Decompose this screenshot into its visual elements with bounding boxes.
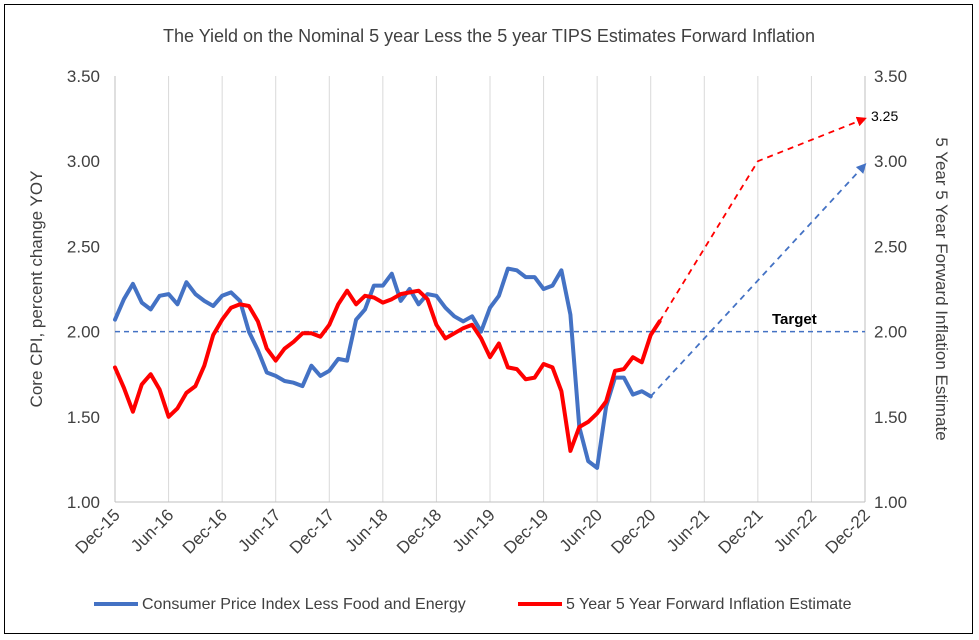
annotation-3-25: 3.25: [871, 108, 898, 124]
x-tick-dec-19: Dec-19: [500, 505, 552, 557]
x-tick-dec-22: Dec-22: [822, 505, 874, 557]
left-axis-title: Core CPI, percent change YOY: [27, 171, 46, 408]
x-tick-dec-20: Dec-20: [607, 505, 659, 557]
x-tick-jun-19: Jun-19: [449, 505, 499, 555]
right-axis-title: 5 Year 5 Year Forward Inflation Estimate: [932, 137, 951, 440]
series-layer: [115, 269, 660, 468]
x-tick-jun-22: Jun-22: [770, 505, 820, 555]
right-tick-2-00: 2.00: [874, 323, 907, 342]
series-line-5y5y: [115, 291, 660, 451]
x-tick-jun-20: Jun-20: [556, 505, 606, 555]
chart: The Yield on the Nominal 5 year Less the…: [0, 0, 979, 640]
chart-title: The Yield on the Nominal 5 year Less the…: [163, 26, 815, 46]
x-tick-jun-17: Jun-17: [234, 505, 284, 555]
left-tick-2-00: 2.00: [67, 323, 100, 342]
x-tick-jun-18: Jun-18: [341, 505, 391, 555]
x-axis-ticks: Dec-15 Jun-16 Dec-16 Jun-17 Dec-17 Jun-18 Dec-…: [72, 505, 874, 557]
left-tick-1-50: 1.50: [67, 408, 100, 427]
left-axis-ticks: 1.00 1.50 2.00 2.50 3.00 3.50: [67, 67, 100, 512]
x-tick-dec-17: Dec-17: [286, 505, 338, 557]
right-tick-3-00: 3.00: [874, 152, 907, 171]
right-tick-2-50: 2.50: [874, 237, 907, 256]
x-tick-dec-21: Dec-21: [714, 505, 766, 557]
x-tick-jun-21: Jun-21: [663, 505, 713, 555]
left-tick-1-00: 1.00: [67, 493, 100, 512]
x-tick-dec-16: Dec-16: [179, 505, 231, 557]
x-tick-jun-16: Jun-16: [127, 505, 177, 555]
left-tick-3-00: 3.00: [67, 152, 100, 171]
left-tick-2-50: 2.50: [67, 237, 100, 256]
x-tick-dec-18: Dec-18: [393, 505, 445, 557]
legend: Consumer Price Index Less Food and Energ…: [94, 596, 852, 613]
left-tick-3-50: 3.50: [67, 67, 100, 86]
right-tick-1-50: 1.50: [874, 408, 907, 427]
legend-label-cpi: Consumer Price Index Less Food and Energ…: [142, 596, 466, 613]
right-tick-3-50: 3.50: [874, 67, 907, 86]
legend-label-5y5y: 5 Year 5 Year Forward Inflation Estimate: [566, 596, 852, 613]
target-label: Target: [772, 311, 817, 328]
right-tick-1-00: 1.00: [874, 493, 907, 512]
gridlines: [115, 76, 865, 502]
projection-arrow-5y5y: [660, 119, 865, 322]
right-axis-ticks: 1.00 1.50 2.00 2.50 3.00 3.50: [874, 67, 907, 512]
x-tick-dec-15: Dec-15: [72, 505, 124, 557]
